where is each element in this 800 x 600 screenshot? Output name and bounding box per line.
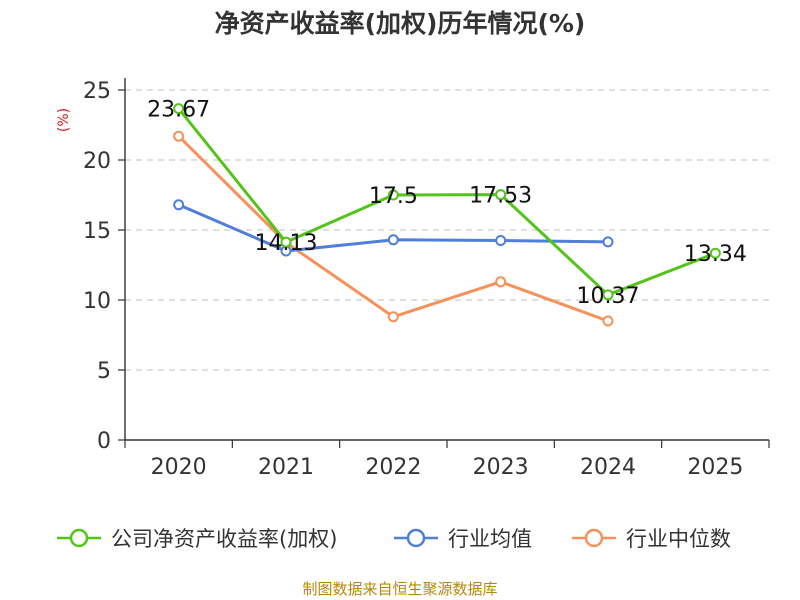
x-tick-label: 2024: [580, 455, 636, 480]
data-point-0: [280, 236, 292, 248]
y-tick-label: 20: [83, 149, 111, 174]
series-line-0: [177, 107, 716, 297]
data-point-2: [495, 276, 507, 288]
chart-title: 净资产收益率(加权)历年情况(%): [214, 9, 586, 38]
data-point-0: [495, 189, 507, 201]
data-point-0: [173, 103, 185, 115]
y-tick-label: 15: [83, 219, 111, 244]
data-point-1: [602, 236, 614, 248]
legend-item-industry-median[interactable]: 行业中位数: [570, 520, 731, 556]
legend-label-company: 公司净资产收益率(加权): [111, 527, 338, 551]
x-tick-label: 2022: [365, 455, 421, 480]
data-point-1: [495, 235, 507, 246]
data-point-1: [173, 199, 185, 211]
x-tick-label: 2025: [687, 455, 743, 480]
x-tick-label: 2023: [473, 455, 529, 480]
data-point-0: [602, 289, 614, 301]
data-label: 14.13: [255, 231, 318, 256]
source-note: 制图数据来自恒生聚源数据库: [302, 580, 498, 598]
y-tick-label: 5: [97, 359, 111, 384]
data-label: 10.37: [577, 284, 640, 309]
data-label: 13.34: [684, 242, 747, 267]
legend-item-company[interactable]: 公司净资产收益率(加权): [55, 520, 337, 556]
data-point-2: [387, 311, 399, 323]
data-point-0: [709, 247, 721, 259]
data-point-1: [387, 234, 399, 246]
data-label: 23.67: [147, 98, 210, 123]
y-tick-label: 10: [83, 289, 111, 314]
legend-label-industry-mean: 行业均值: [448, 527, 532, 551]
x-tick-label: 2020: [151, 455, 207, 480]
data-point-2: [602, 315, 614, 327]
legend-marker-industry-median: [572, 528, 616, 548]
data-point-2: [173, 130, 185, 142]
legend: 公司净资产收益率(加权) 行业均值 行业中位数: [0, 520, 800, 556]
y-tick-label: 25: [83, 79, 111, 104]
data-point-0: [387, 189, 399, 201]
data-label: 17.53: [469, 184, 532, 209]
series-line-2: [177, 135, 609, 323]
legend-label-industry-median: 行业中位数: [626, 527, 731, 551]
legend-item-industry-mean[interactable]: 行业均值: [392, 520, 532, 556]
y-tick-label: 0: [97, 429, 111, 454]
x-tick-label: 2021: [258, 455, 314, 480]
legend-marker-industry-mean: [394, 528, 438, 548]
legend-marker-company: [57, 528, 101, 548]
data-label: 17.5: [369, 184, 418, 209]
